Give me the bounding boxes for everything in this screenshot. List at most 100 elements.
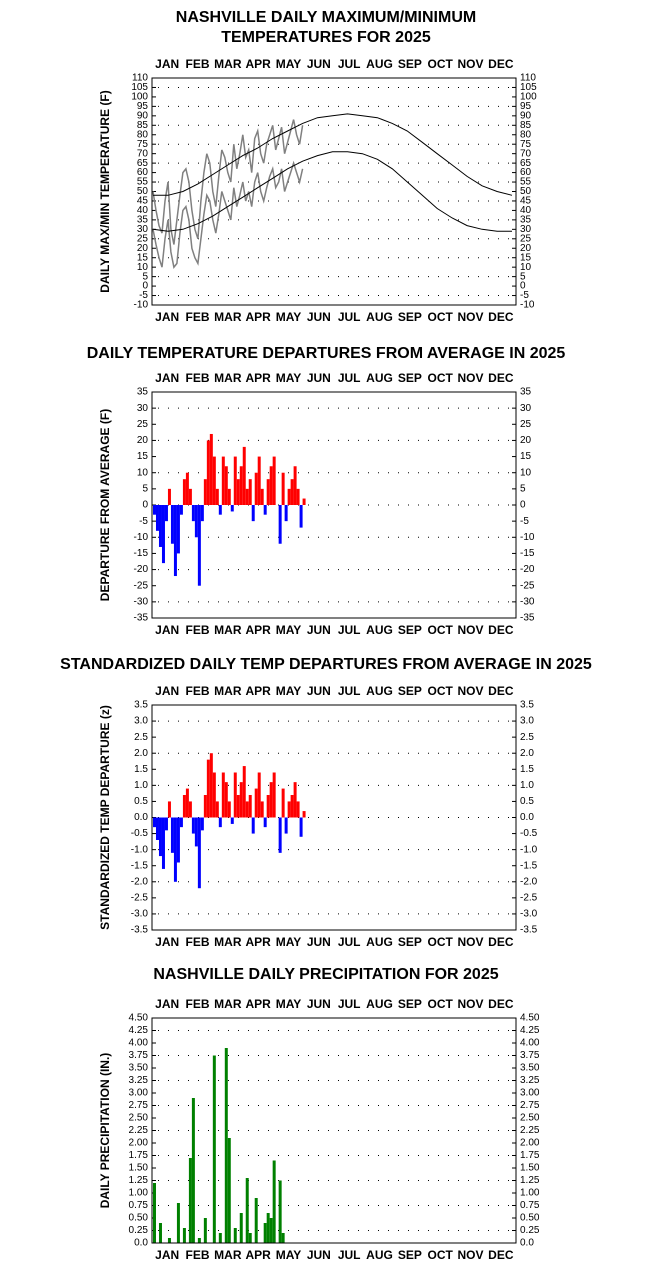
bar (203, 1218, 207, 1243)
y-tick-label: 3.75 (520, 1050, 540, 1061)
month-label: OCT (427, 935, 453, 949)
bar (263, 505, 267, 515)
chart-title: TEMPERATURES FOR 2025 (221, 29, 431, 46)
bar (233, 772, 237, 818)
y-tick-label: 20 (137, 243, 149, 254)
month-label: NOV (457, 623, 483, 637)
y-tick-label: 0.0 (134, 812, 148, 823)
bar (278, 817, 282, 853)
y-tick-label: 15 (137, 451, 149, 462)
month-label: JUL (338, 623, 361, 637)
y-axis-label: STANDARDIZED TEMP DEPARTURE (z) (98, 705, 112, 930)
y-tick-label: -3.0 (520, 909, 538, 920)
bar (245, 801, 249, 818)
plot-frame (151, 1017, 517, 1244)
bar (170, 817, 174, 853)
y-tick-label: 1.0 (134, 780, 148, 791)
bar (158, 817, 162, 857)
month-label: SEP (398, 997, 422, 1011)
month-label: FEB (186, 684, 210, 698)
y-tick-label: 0.0 (520, 812, 534, 823)
y-tick-label: 45 (520, 196, 532, 207)
bar (221, 772, 225, 818)
bar (167, 1238, 171, 1243)
month-label: SEP (398, 623, 422, 637)
y-tick-label: 2.5 (134, 732, 148, 743)
y-tick-label: 30 (520, 403, 532, 414)
bar (224, 1048, 228, 1243)
bar (284, 817, 288, 834)
bar (293, 782, 297, 818)
y-tick-label: 110 (520, 73, 536, 84)
bar (203, 795, 207, 818)
y-axis-label: DEPARTURE FROM AVERAGE (F) (98, 409, 112, 601)
bar (197, 505, 201, 586)
month-label: MAR (214, 371, 242, 385)
bar (290, 479, 294, 505)
bar (185, 788, 189, 818)
temperature-line (152, 151, 512, 232)
bar (302, 498, 306, 505)
month-label: MAY (276, 57, 302, 71)
y-tick-label: -15 (520, 548, 535, 559)
month-label: JAN (155, 371, 179, 385)
bar (227, 801, 231, 818)
bar (278, 505, 282, 544)
month-label: JAN (155, 57, 179, 71)
y-tick-label: 55 (137, 177, 149, 188)
bar (152, 817, 156, 828)
chart-title: NASHVILLE DAILY MAXIMUM/MINIMUM (176, 9, 476, 26)
bar (239, 782, 243, 818)
bar (176, 505, 180, 554)
month-label: FEB (186, 935, 210, 949)
bar (161, 505, 165, 564)
y-tick-label: 1.00 (129, 1188, 149, 1199)
bar (212, 772, 216, 818)
y-tick-label: 2.50 (129, 1113, 149, 1124)
month-label: AUG (366, 371, 393, 385)
y-tick-label: 1.50 (520, 1163, 540, 1174)
month-label: JUL (338, 935, 361, 949)
y-tick-label: 60 (520, 167, 532, 178)
month-label: OCT (427, 371, 453, 385)
month-label: SEP (398, 935, 422, 949)
y-tick-label: 30 (520, 224, 532, 235)
y-tick-label: 15 (137, 252, 149, 263)
bar (266, 479, 270, 505)
month-label: DEC (488, 623, 514, 637)
y-tick-label: -35 (520, 613, 535, 624)
month-label: MAY (276, 997, 302, 1011)
y-tick-label: 30 (137, 403, 149, 414)
month-label: APR (245, 623, 271, 637)
month-label: JUN (307, 935, 331, 949)
bar (215, 488, 219, 505)
y-tick-label: 35 (520, 387, 532, 398)
y-tick-label: -30 (520, 596, 535, 607)
month-label: MAR (214, 57, 242, 71)
month-label: FEB (186, 997, 210, 1011)
month-label: FEB (186, 57, 210, 71)
bar (188, 801, 192, 818)
bar (212, 1055, 216, 1243)
y-tick-label: 5 (520, 483, 526, 494)
y-tick-label: 65 (137, 158, 149, 169)
bar (218, 817, 222, 828)
bar (221, 456, 225, 505)
y-tick-label: -10 (520, 300, 535, 311)
month-label: MAR (214, 1248, 242, 1262)
bar (200, 817, 204, 831)
month-label: JUL (338, 57, 361, 71)
chart-title: STANDARDIZED DAILY TEMP DEPARTURES FROM … (60, 656, 592, 673)
month-label: JAN (155, 623, 179, 637)
y-tick-label: 10 (520, 467, 532, 478)
month-label: MAR (214, 623, 242, 637)
bar (176, 1203, 180, 1243)
bar (173, 505, 177, 577)
y-tick-label: -2.5 (520, 892, 538, 903)
y-tick-label: -35 (134, 613, 149, 624)
y-tick-label: 95 (137, 101, 149, 112)
bar (155, 505, 159, 531)
y-tick-label: -10 (520, 532, 535, 543)
y-tick-label: 1.25 (520, 1175, 540, 1186)
